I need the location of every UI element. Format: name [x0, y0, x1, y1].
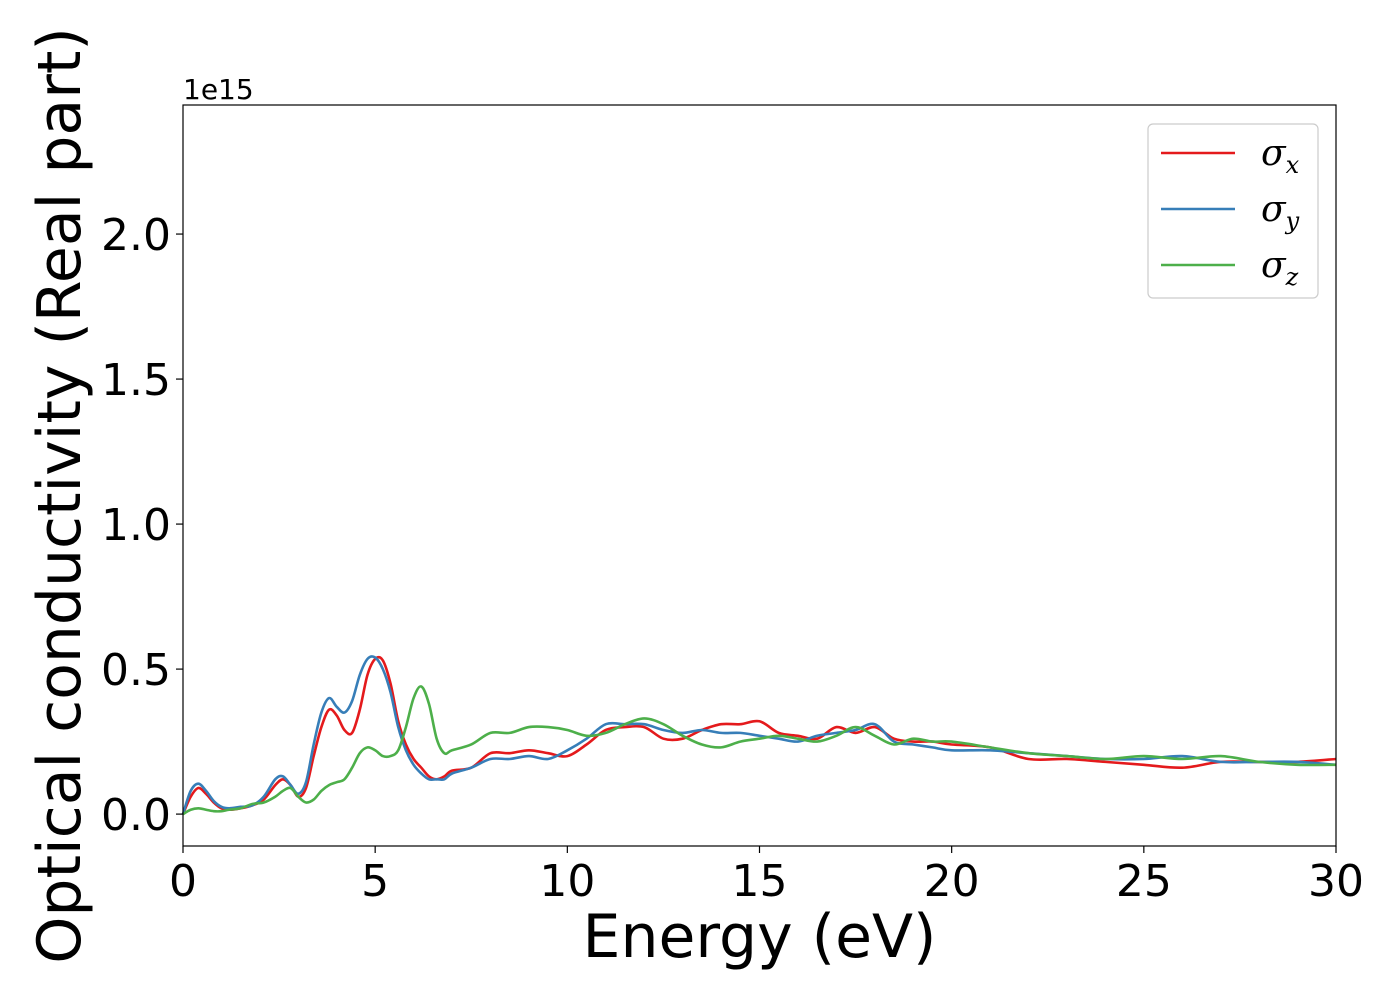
x-tick-label: 20 — [924, 856, 980, 907]
x-tick-label: 5 — [361, 856, 389, 907]
series-line-z — [182, 685, 1337, 816]
y-axis-offset-label: 1e15 — [183, 73, 254, 106]
x-tick-label: 10 — [539, 856, 595, 907]
legend-label-x: σx — [1261, 133, 1300, 179]
y-tick-label: 2.0 — [101, 210, 171, 261]
x-axis-title: Energy (eV) — [583, 902, 937, 972]
y-tick-label: 0.5 — [101, 645, 171, 696]
y-tick-label: 1.0 — [101, 500, 171, 551]
series-line-y — [181, 655, 1337, 815]
y-axis-title: Optical conductivity (Real part) — [25, 27, 95, 964]
x-tick-label: 30 — [1308, 856, 1364, 907]
series-layer — [181, 655, 1337, 816]
y-tick-label: 1.5 — [101, 355, 171, 406]
y-axis: 0.0 0.5 1.0 1.5 2.0 — [101, 210, 183, 841]
x-axis: 0 5 10 15 20 25 30 — [169, 846, 1364, 907]
x-tick-label: 0 — [169, 856, 197, 907]
x-tick-label: 25 — [1116, 856, 1172, 907]
y-tick-label: 0.0 — [101, 790, 171, 841]
legend-box — [1147, 123, 1319, 299]
x-tick-label: 15 — [732, 856, 788, 907]
